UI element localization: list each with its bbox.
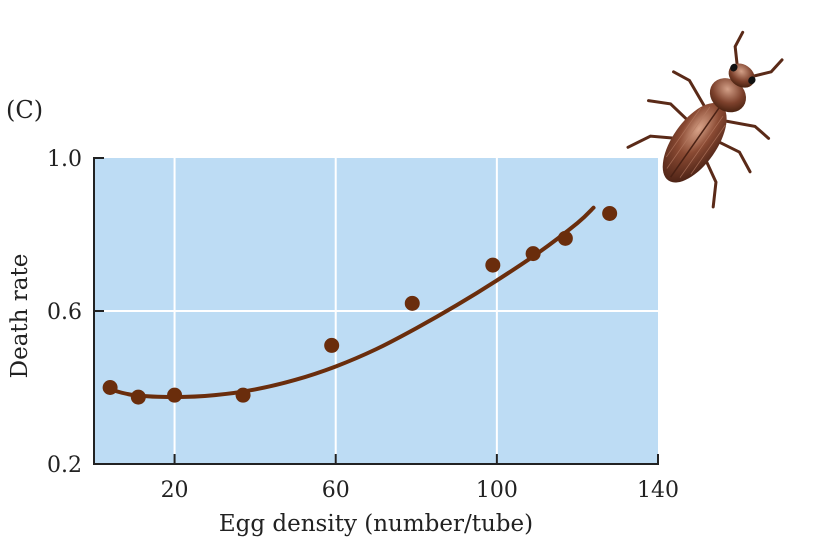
data-point <box>102 380 118 395</box>
gridlines <box>94 158 658 464</box>
y-tick-label: 1.0 <box>47 147 82 172</box>
data-point <box>324 337 340 353</box>
data-point <box>602 205 618 221</box>
beetle-icon <box>626 30 784 209</box>
data-point <box>525 246 541 262</box>
x-axis-ticks: 20 60 100 140 <box>161 454 679 503</box>
x-tick-label: 20 <box>161 478 189 503</box>
data-points <box>102 205 618 405</box>
data-point <box>404 295 420 311</box>
x-axis-label: Egg density (number/tube) <box>219 511 533 537</box>
y-tick-label: 0.6 <box>47 300 82 325</box>
data-point <box>130 389 146 405</box>
data-point <box>485 257 501 273</box>
panel-label: (C) <box>6 96 43 124</box>
data-point <box>167 387 183 403</box>
y-tick-label: 0.2 <box>47 453 82 478</box>
x-tick-label: 140 <box>637 478 679 503</box>
data-point <box>557 230 573 246</box>
x-tick-label: 60 <box>322 478 350 503</box>
y-axis-label: Death rate <box>7 254 33 379</box>
data-point <box>235 387 251 403</box>
x-tick-label: 100 <box>476 478 518 503</box>
y-axis-ticks: 0.2 0.6 1.0 <box>47 147 104 478</box>
